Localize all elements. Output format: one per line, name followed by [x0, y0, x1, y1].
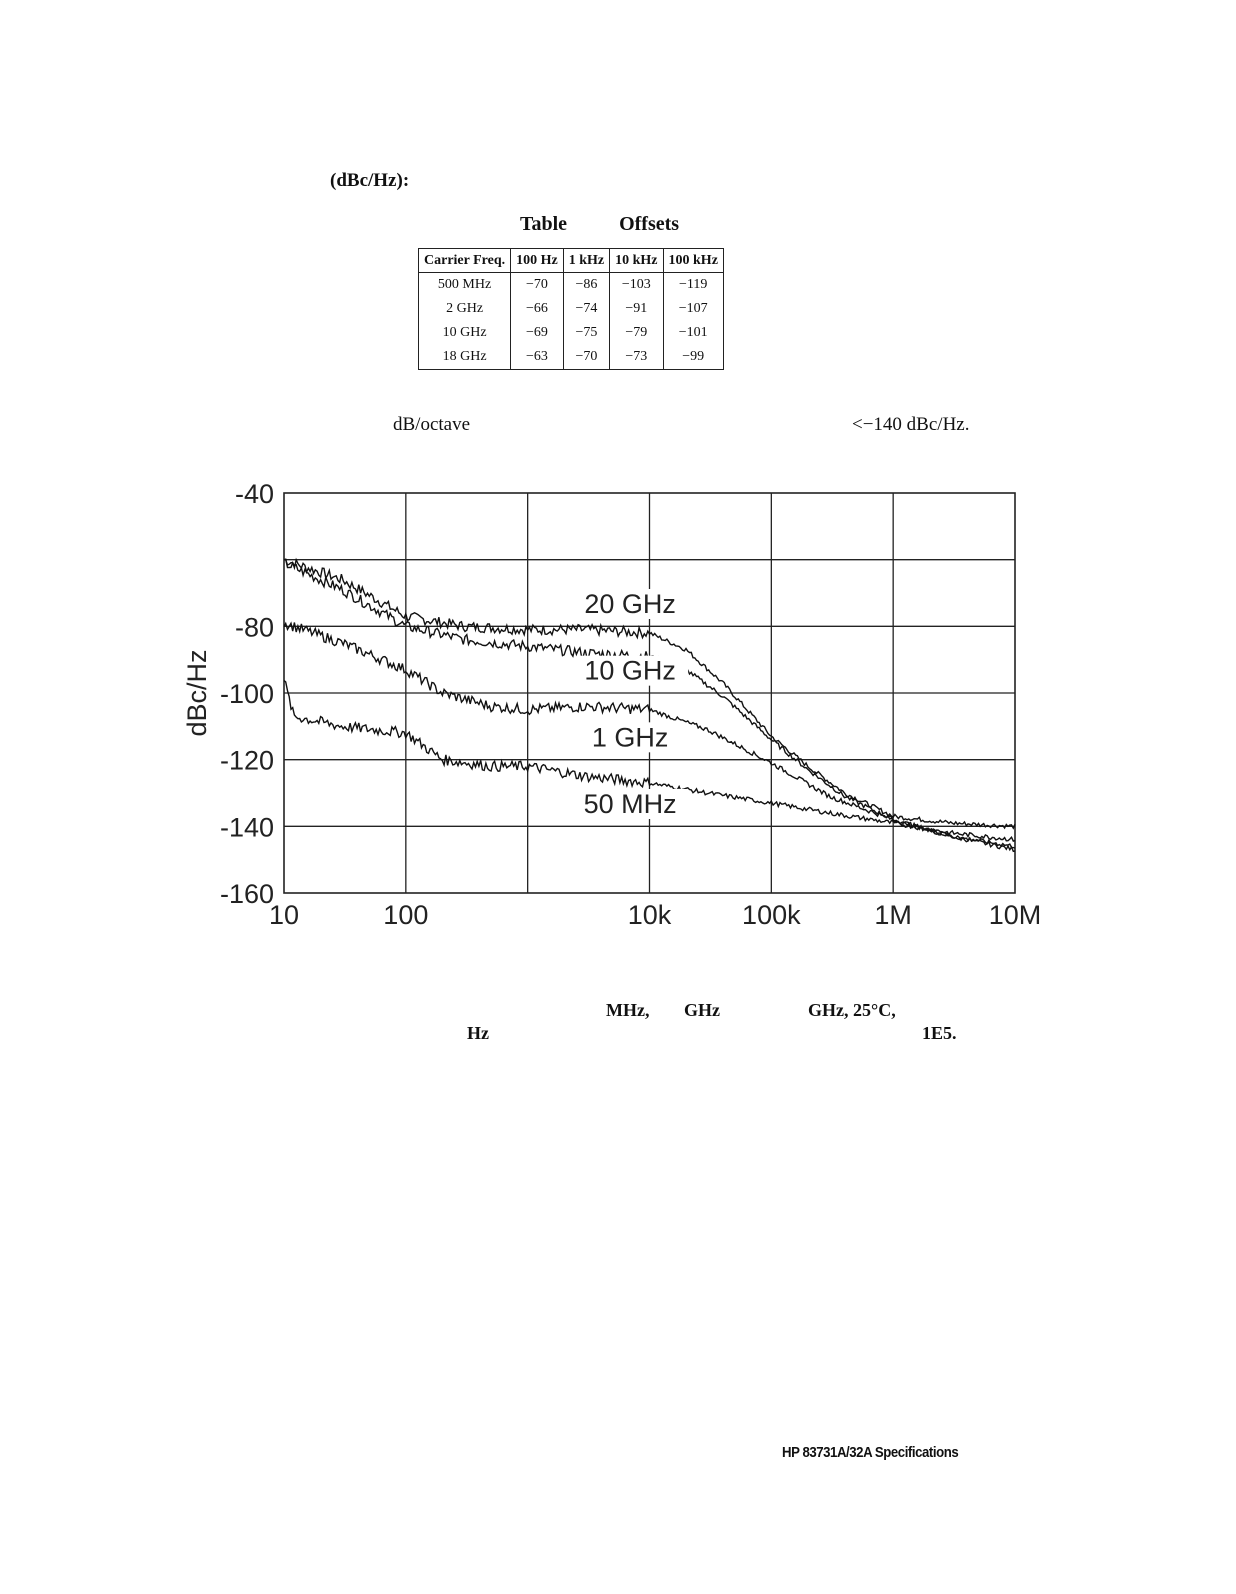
- caption-fragment: 1E5.: [922, 1023, 957, 1043]
- y-axis-label: dBc/Hz: [182, 649, 212, 736]
- text-fragment-dboctave: dB/octave: [393, 414, 471, 435]
- text-fragment-floor: <−140 dBc/Hz.: [852, 414, 970, 435]
- table-cell: −70: [510, 272, 564, 297]
- caption-fragment: GHz, 25°C,: [808, 1000, 896, 1020]
- x-tick-label: 100k: [742, 900, 801, 930]
- section-heading: (dBc/Hz):: [330, 170, 410, 191]
- x-tick-label: 100: [383, 900, 428, 930]
- table-cell: 500 MHz: [417, 272, 512, 297]
- table-cell: −74: [562, 297, 611, 321]
- table-row: 2 GHz −66 −74 −91 −107: [417, 297, 724, 321]
- table-cell: −63: [510, 345, 564, 370]
- table-cell: −70: [562, 345, 611, 370]
- col-header-carrier: Carrier Freq.: [417, 248, 512, 273]
- table-title: Table Offsets: [520, 213, 679, 236]
- y-tick-label: -100: [220, 679, 274, 709]
- table-cell: −79: [609, 321, 664, 345]
- table-cell: 18 GHz: [417, 345, 512, 370]
- table-cell: −91: [609, 297, 664, 321]
- y-tick-label: -160: [220, 879, 274, 909]
- col-header-1khz: 1 kHz: [562, 248, 611, 273]
- table-row: 10 GHz −69 −75 −79 −101: [417, 321, 724, 345]
- table-cell: −73: [609, 345, 664, 370]
- series-line: [283, 621, 1016, 849]
- table-header-row: Carrier Freq. 100 Hz 1 kHz 10 kHz 100 kH…: [417, 248, 724, 273]
- caption-fragment: GHz: [684, 1000, 720, 1020]
- series-label-bg: [578, 722, 689, 753]
- series-label: 50 MHz: [584, 789, 677, 819]
- y-tick-label: -140: [220, 812, 274, 842]
- table-cell: −103: [609, 272, 664, 297]
- y-tick-label: -80: [235, 612, 274, 642]
- series-label-bg: [578, 655, 689, 686]
- table-cell: −107: [662, 297, 724, 321]
- table-row: 500 MHz −70 −86 −103 −119: [417, 272, 724, 297]
- table-cell: −66: [510, 297, 564, 321]
- col-header-10khz: 10 kHz: [609, 248, 664, 273]
- series-label: 20 GHz: [584, 589, 676, 619]
- series-label-bg: [578, 589, 689, 619]
- table-cell: −69: [510, 321, 564, 345]
- series-line: [283, 557, 1016, 830]
- table-cell: −86: [562, 272, 611, 297]
- table-cell: 10 GHz: [417, 321, 512, 345]
- y-tick-label: -120: [220, 746, 274, 776]
- caption-fragment: MHz,: [606, 1000, 650, 1020]
- series-line: [283, 679, 1016, 842]
- x-tick-label: 10M: [989, 900, 1042, 930]
- col-header-100hz: 100 Hz: [510, 248, 564, 273]
- table-title-right: Offsets: [619, 213, 680, 235]
- x-tick-label: 1M: [874, 900, 912, 930]
- table-cell: −119: [662, 272, 724, 297]
- series-label-bg: [578, 789, 689, 819]
- y-tick-label: -40: [235, 479, 274, 509]
- table-cell: 2 GHz: [417, 297, 512, 321]
- series-label: 1 GHz: [592, 722, 669, 752]
- caption-fragment: Hz: [467, 1023, 489, 1043]
- table-cell: −75: [562, 321, 611, 345]
- x-tick-label: 10k: [628, 900, 672, 930]
- table-cell: −99: [662, 345, 724, 370]
- table-cell: −101: [662, 321, 724, 345]
- table-row: 18 GHz −63 −70 −73 −99: [417, 345, 724, 370]
- page-footer: HP 83731A/32A Specifications: [782, 1444, 959, 1461]
- series-label: 10 GHz: [584, 656, 676, 686]
- x-tick-label: 10: [269, 900, 299, 930]
- table-title-left: Table: [520, 213, 568, 235]
- phase-noise-table: Carrier Freq. 100 Hz 1 kHz 10 kHz 100 kH…: [417, 248, 724, 370]
- col-header-100khz: 100 kHz: [662, 248, 724, 273]
